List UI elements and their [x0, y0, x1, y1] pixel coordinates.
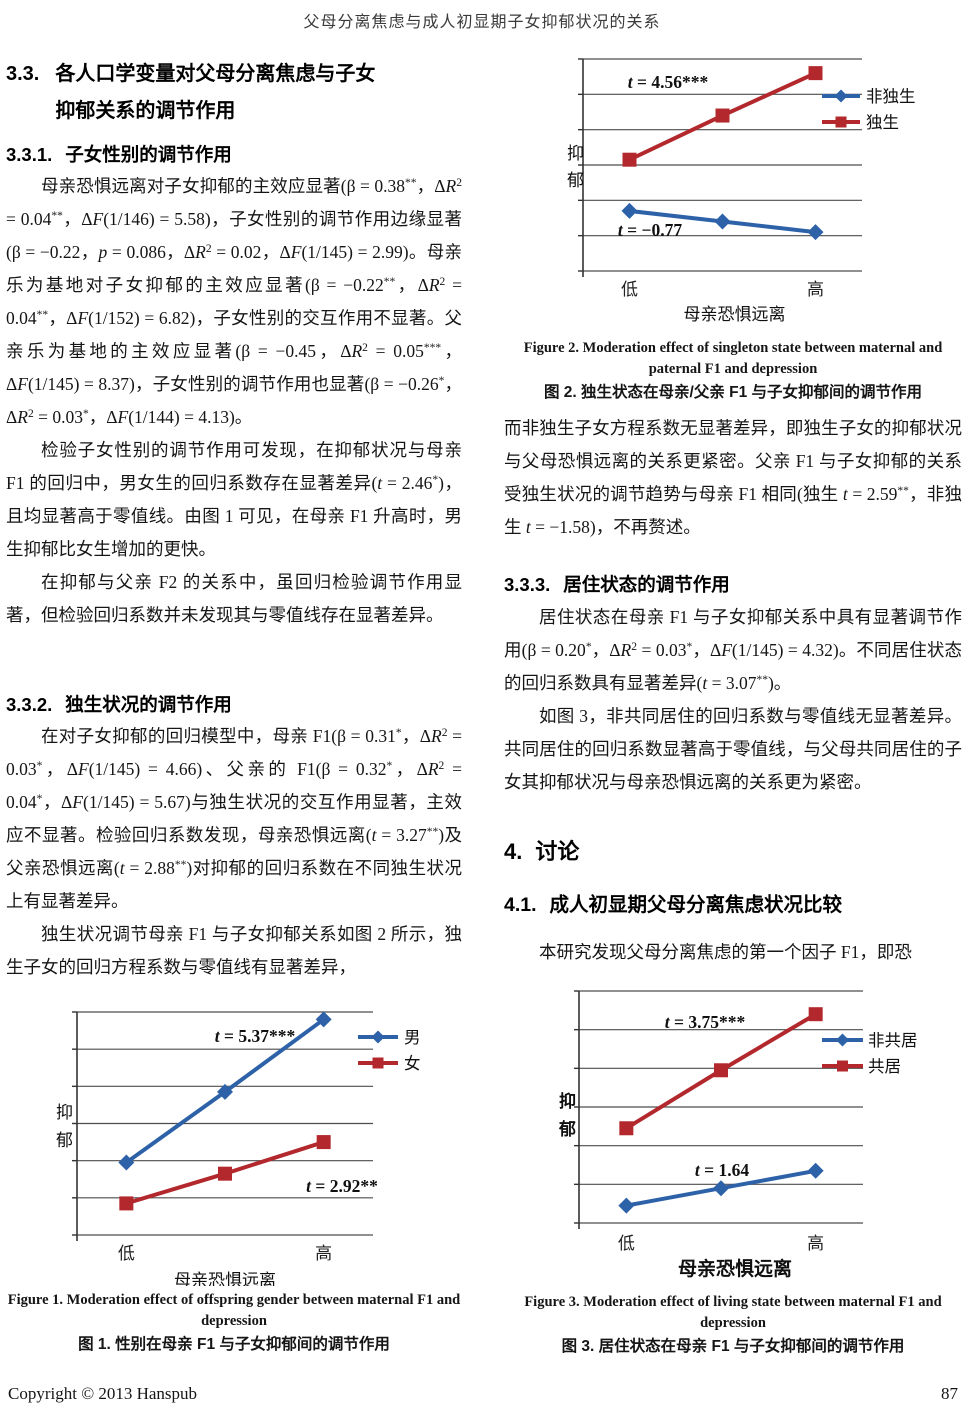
data-point-共居 [808, 1007, 823, 1022]
data-point-女 [316, 1135, 331, 1150]
figure-2-caption: Figure 2. Moderation effect of singleton… [504, 338, 962, 404]
x-tick-label: 低 [618, 1234, 635, 1253]
figure-1-caption-chinese: 图 1. 性别在母亲 F1 与子女抑郁间的调节作用 [78, 1336, 390, 1353]
section-title-line2: 抑郁关系的调节作用 [55, 100, 236, 122]
x-tick-label: 低 [118, 1244, 135, 1263]
figure-3-caption-english: Figure 3. Moderation effect of living st… [524, 1294, 942, 1331]
paragraph-singleton-regression: 在对子女抑郁的回归模型中，母亲 F1(β = 0.31*，ΔR2 = 0.03*… [6, 726, 463, 911]
figure-2-caption-english: Figure 2. Moderation effect of singleton… [523, 340, 943, 377]
t-statistic-annotation: t = 4.56*** [628, 72, 709, 92]
data-point-男 [118, 1154, 135, 1171]
data-point-非独生 [621, 202, 638, 219]
section-title: 讨论 [535, 839, 580, 864]
paragraph-gender-moderation-test: 检验子女性别的调节作用可发现，在抑郁状况与母亲 F1 的回归中，男女生的回归系数… [6, 440, 463, 559]
figure-1-caption-english: Figure 1. Moderation effect of offspring… [7, 1292, 461, 1329]
section-title: 子女性别的调节作用 [65, 144, 232, 165]
section-3-3-heading: 3.3. 各人口学变量对父母分离焦虑与子女 抑郁关系的调节作用 [6, 56, 462, 130]
legend-label: 独生 [866, 113, 899, 132]
data-point-非共居 [807, 1162, 824, 1179]
data-point-共居 [619, 1121, 634, 1136]
paragraph-singleton-figure2-intro: 独生状况调节母亲 F1 与子女抑郁关系如图 2 所示，独生子女的回归方程系数与零… [6, 924, 462, 977]
legend-label: 女 [404, 1054, 421, 1073]
paragraph-singleton-discussion: 而非独生子女方程系数无显著差异，即独生子女的抑郁状况与父母恐惧远离的关系更紧密。… [504, 418, 962, 537]
y-axis-label: 抑 [567, 144, 584, 163]
legend-marker [837, 1060, 848, 1072]
section-3-3-1-heading: 3.3.1. 子女性别的调节作用 [6, 140, 462, 170]
t-statistic-annotation: t = 5.37*** [215, 1026, 296, 1046]
data-point-非独生 [714, 213, 731, 230]
legend-label: 共居 [868, 1057, 901, 1076]
legend-marker [835, 116, 847, 128]
data-point-非共居 [713, 1180, 729, 1197]
data-point-非独生 [807, 224, 824, 241]
section-number: 3.3.3. [504, 574, 551, 595]
y-axis-label: 郁 [558, 1119, 576, 1139]
section-3-3-2-heading: 3.3.2. 独生状况的调节作用 [6, 690, 462, 720]
data-point-男 [315, 1011, 332, 1028]
footer-page-number: 87 [941, 1384, 958, 1403]
section-title: 独生状况的调节作用 [65, 694, 232, 715]
figure-3-caption-chinese: 图 3. 居住状态在母亲 F1 与子女抑郁间的调节作用 [561, 1338, 905, 1355]
t-statistic-annotation: t = −0.77 [618, 220, 682, 240]
t-statistic-annotation: t = 2.92** [306, 1176, 378, 1196]
data-point-非共居 [618, 1197, 635, 1214]
section-number: 3.3.2. [6, 694, 53, 715]
paragraph-living-state-moderation: 居住状态在母亲 F1 与子女抑郁关系中具有显著调节作用(β = 0.20*，ΔR… [504, 607, 962, 693]
section-4-heading: 4. 讨论 [504, 836, 962, 868]
running-head-title: 父母分离焦虑与成人初显期子女抑郁状况的关系 [303, 14, 661, 31]
legend-marker [834, 89, 848, 103]
x-tick-label: 低 [621, 280, 638, 299]
y-axis-label: 抑 [559, 1091, 576, 1111]
figure-3-caption: Figure 3. Moderation effect of living st… [504, 1292, 962, 1358]
section-title: 居住状态的调节作用 [563, 574, 730, 595]
section-number: 3.3. [6, 63, 40, 85]
legend-marker [372, 1057, 384, 1069]
data-point-独生 [622, 152, 637, 167]
section-number: 3.3.1. [6, 144, 53, 165]
data-point-共居 [714, 1063, 728, 1078]
legend-marker [836, 1033, 849, 1047]
x-tick-label: 高 [807, 280, 824, 299]
y-axis-label: 抑 [56, 1103, 73, 1122]
footer-copyright: Copyright © 2013 Hanspub [8, 1384, 198, 1403]
section-title: 各人口学变量对父母分离焦虑与子女 抑郁关系的调节作用 [55, 56, 375, 130]
x-axis-label: 母亲恐惧远离 [174, 1271, 276, 1286]
section-title: 成人初显期父母分离焦虑状况比较 [549, 894, 843, 916]
legend-label: 非独生 [866, 87, 916, 106]
legend-label: 男 [404, 1028, 421, 1047]
t-statistic-annotation: t = 3.75*** [665, 1012, 746, 1032]
data-point-独生 [715, 108, 730, 123]
legend-marker [371, 1030, 385, 1044]
figure-1-caption: Figure 1. Moderation effect of offspring… [6, 1290, 462, 1356]
data-point-男 [217, 1083, 233, 1100]
data-point-独生 [808, 66, 823, 81]
section-number: 4.1. [504, 894, 537, 916]
x-tick-label: 高 [315, 1244, 332, 1263]
section-number: 4. [504, 839, 523, 864]
paragraph-father-f2: 在抑郁与父亲 F2 的关系中，虽回归检验调节作用显著，但检验回归系数并未发现其与… [6, 572, 462, 625]
data-point-女 [218, 1166, 232, 1181]
section-3-3-3-heading: 3.3.3. 居住状态的调节作用 [504, 570, 962, 600]
legend-label: 非共居 [868, 1031, 918, 1050]
paragraph-discussion-intro: 本研究发现父母分离焦虑的第一个因子 F1，即恐 [539, 942, 912, 962]
paragraph-gender-main-effects: 母亲恐惧远离对子女抑郁的主效应显著(β = 0.38**，ΔR2 = 0.04*… [6, 176, 463, 427]
y-axis-label: 郁 [567, 171, 584, 190]
data-point-女 [119, 1196, 134, 1211]
section-4-1-heading: 4.1. 成人初显期父母分离焦虑状况比较 [504, 890, 962, 920]
x-tick-label: 高 [807, 1234, 824, 1253]
y-axis-label: 郁 [56, 1131, 73, 1150]
figure-2-caption-chinese: 图 2. 独生状态在母亲/父亲 F1 与子女抑郁间的调节作用 [543, 384, 923, 401]
x-axis-label: 母亲恐惧远离 [684, 305, 786, 324]
section-title-line1: 各人口学变量对父母分离焦虑与子女 [55, 63, 376, 85]
paragraph-living-state-figure3: 如图 3，非共同居住的回归系数与零值线无显著差异。共同居住的回归系数显著高于零值… [504, 706, 962, 792]
x-axis-label: 母亲恐惧远离 [678, 1257, 792, 1280]
t-statistic-annotation: t = 1.64 [695, 1160, 749, 1180]
